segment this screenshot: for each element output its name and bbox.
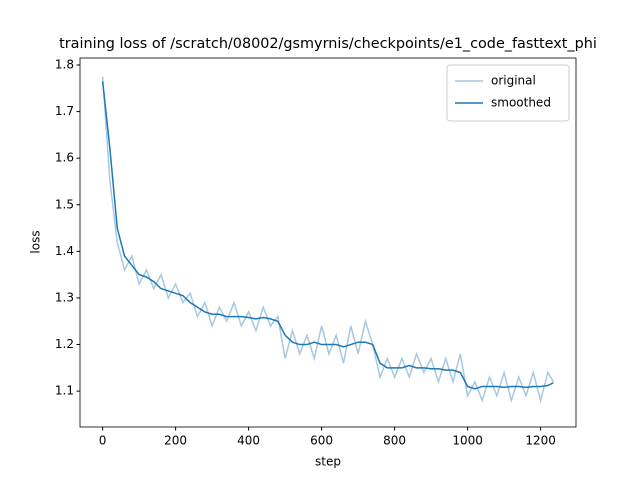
x-tick-label: 0 [99, 434, 107, 448]
y-tick-label: 1.3 [55, 290, 74, 304]
legend-box [446, 64, 570, 122]
y-tick-label: 1.4 [55, 244, 74, 258]
legend-label: original [491, 74, 536, 88]
y-tick-label: 1.6 [55, 151, 74, 165]
x-axis-label: step [315, 455, 341, 469]
x-tick-label: 1000 [452, 434, 483, 448]
y-tick-label: 1.7 [55, 104, 74, 118]
x-tick-label: 400 [237, 434, 260, 448]
y-axis-label: loss [29, 230, 43, 253]
plot-frame [79, 57, 577, 428]
series-line [101, 81, 554, 390]
y-tick-label: 1.2 [55, 337, 74, 351]
x-tick-label: 800 [383, 434, 406, 448]
y-tick-label: 1.8 [55, 57, 74, 71]
y-tick-label: 1.1 [55, 384, 74, 398]
y-tick-label: 1.5 [55, 197, 74, 211]
x-tick-label: 600 [310, 434, 333, 448]
chart-title: training loss of /scratch/08002/gsmyrnis… [59, 36, 597, 52]
x-tick-label: 1200 [525, 434, 556, 448]
legend-label: smoothed [491, 96, 551, 110]
x-tick-label: 200 [164, 434, 187, 448]
series-line [101, 76, 555, 404]
